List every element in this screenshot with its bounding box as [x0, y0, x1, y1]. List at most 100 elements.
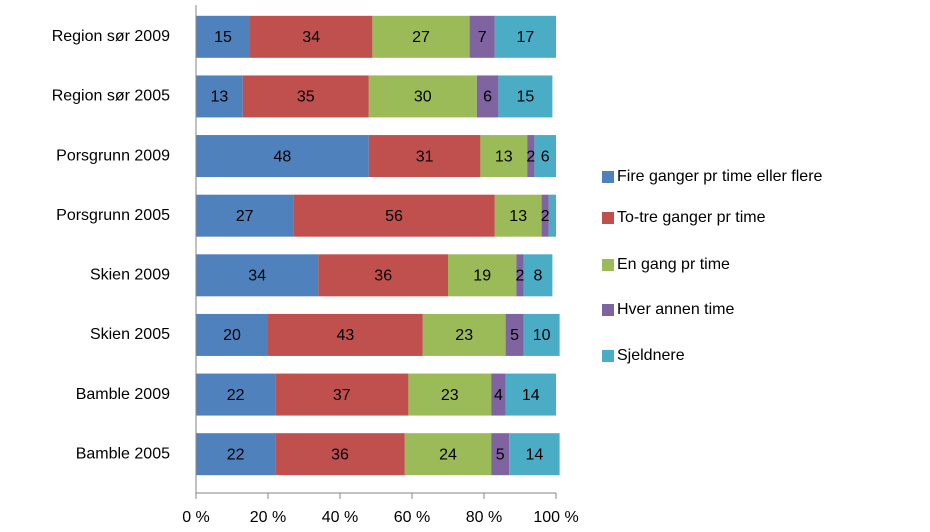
bar-segment — [509, 433, 560, 476]
bar-segment — [422, 313, 506, 356]
bar-segment — [523, 313, 560, 356]
legend-swatch — [602, 259, 614, 271]
x-tick-label: 60 % — [394, 509, 430, 526]
bar-segment — [498, 75, 553, 118]
bar-segment — [494, 194, 542, 237]
data-label: 8 — [534, 268, 543, 285]
data-label: 48 — [274, 148, 292, 165]
bar-segment — [196, 194, 294, 237]
bar-segment — [494, 15, 556, 58]
y-tick-label: Skien 2005 — [90, 326, 170, 343]
bar-segment — [491, 373, 506, 416]
bar-segment — [541, 194, 549, 237]
bar-segment — [505, 373, 556, 416]
data-label: 6 — [483, 89, 492, 106]
y-tick-label: Region sør 2005 — [52, 88, 170, 105]
bar-segment — [368, 135, 481, 178]
bar-segment — [318, 254, 448, 297]
bar-segment — [505, 313, 524, 356]
bar-segment — [372, 15, 470, 58]
legend-swatch — [602, 212, 614, 224]
data-label: 14 — [522, 387, 540, 404]
x-tick-label: 80 % — [466, 509, 502, 526]
data-label: 10 — [533, 327, 551, 344]
legend-swatch — [602, 171, 614, 183]
bar-segment — [196, 75, 243, 118]
legend-label: En gang pr time — [617, 256, 730, 273]
bar-segment — [196, 254, 319, 297]
y-tick-label: Skien 2009 — [90, 267, 170, 284]
y-tick-label: Bamble 2005 — [76, 445, 170, 462]
data-label: 22 — [227, 387, 245, 404]
bar-segment — [534, 135, 556, 178]
bar-segment — [548, 194, 556, 237]
bar-segment — [293, 194, 495, 237]
bar-segment — [196, 433, 276, 476]
bar-segment — [527, 135, 535, 178]
data-label: 2 — [526, 148, 535, 165]
data-label: 23 — [441, 387, 459, 404]
y-tick-label: Region sør 2009 — [52, 28, 170, 45]
bar-segment — [368, 75, 477, 118]
y-tick-label: Porsgrunn 2005 — [56, 207, 170, 224]
legend-swatch — [602, 350, 614, 362]
data-label: 27 — [236, 208, 254, 225]
data-label: 13 — [509, 208, 527, 225]
legend-label: Sjeldnere — [617, 347, 685, 364]
bar-segment — [404, 433, 492, 476]
data-label: 36 — [374, 268, 392, 285]
data-label: 20 — [223, 327, 241, 344]
y-tick-label: Bamble 2009 — [76, 386, 170, 403]
data-label: 34 — [302, 29, 320, 46]
data-label: 19 — [473, 268, 491, 285]
bar-segment — [408, 373, 492, 416]
bar-segment — [523, 254, 553, 297]
data-label: 27 — [412, 29, 430, 46]
y-tick-label: Porsgrunn 2009 — [56, 147, 170, 164]
data-label: 30 — [414, 89, 432, 106]
bar-segment — [268, 313, 423, 356]
data-label: 15 — [214, 29, 232, 46]
bar-segment — [516, 254, 524, 297]
legend-label: Fire ganger pr time eller flere — [617, 168, 823, 185]
bar-segment — [250, 15, 373, 58]
data-label: 13 — [211, 89, 229, 106]
data-label: 14 — [526, 446, 544, 463]
bar-segment — [196, 373, 276, 416]
data-label: 24 — [439, 446, 457, 463]
bar-segment — [469, 15, 495, 58]
bar-segment — [196, 313, 268, 356]
data-label: 31 — [416, 148, 434, 165]
bar-segment — [275, 433, 405, 476]
legend-swatch — [602, 304, 614, 316]
data-label: 7 — [478, 29, 487, 46]
data-label: 17 — [517, 29, 535, 46]
bar-segment — [196, 15, 250, 58]
x-tick-label: 40 % — [322, 509, 358, 526]
data-label: 4 — [494, 387, 503, 404]
bar-segment — [242, 75, 369, 118]
x-tick-label: 0 % — [182, 509, 210, 526]
data-label: 36 — [331, 446, 349, 463]
legend-label: Hver annen time — [617, 301, 734, 318]
data-label: 37 — [333, 387, 351, 404]
data-label: 23 — [455, 327, 473, 344]
data-label: 56 — [385, 208, 403, 225]
data-label: 22 — [227, 446, 245, 463]
data-label: 13 — [495, 148, 513, 165]
data-label: 2 — [541, 208, 550, 225]
data-label: 6 — [541, 148, 550, 165]
data-label: 34 — [248, 268, 266, 285]
bar-segment — [275, 373, 409, 416]
data-label: 43 — [337, 327, 355, 344]
data-label: 5 — [510, 327, 519, 344]
x-tick-label: 100 % — [533, 509, 578, 526]
bar-segment — [480, 135, 528, 178]
data-label: 2 — [516, 268, 525, 285]
data-label: 5 — [496, 446, 505, 463]
bar-segment — [476, 75, 499, 118]
bar-segment — [448, 254, 517, 297]
data-label: 35 — [297, 89, 315, 106]
data-label: 15 — [517, 89, 535, 106]
